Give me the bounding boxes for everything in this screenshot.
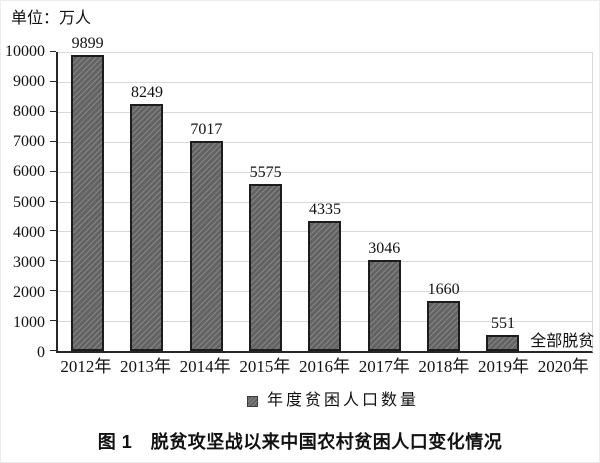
bar-2012年 bbox=[71, 55, 105, 351]
y-tick-mark bbox=[50, 110, 56, 112]
bar-slot-2016年: 4335 bbox=[295, 52, 354, 351]
bar-slot-2014年: 7017 bbox=[177, 52, 236, 351]
gridline bbox=[58, 141, 592, 143]
y-tick-label: 10000 bbox=[5, 43, 45, 60]
bar-slot-2012年: 9899 bbox=[58, 35, 117, 351]
x-tick-label: 2013年 bbox=[120, 357, 171, 376]
x-tick-label: 2014年 bbox=[179, 357, 231, 376]
plot-area: 9899 8249 7017 5575 4335 3046 1660 551 全部脱贫 bbox=[50, 35, 595, 353]
x-tick-label: 2015年 bbox=[239, 357, 291, 376]
legend: 年度贫困人口数量 bbox=[247, 393, 419, 409]
y-tick-mark bbox=[50, 260, 56, 262]
bar-value-label: 1660 bbox=[427, 281, 460, 299]
x-tick-label: 2017年 bbox=[358, 357, 410, 376]
bar-value-label: 9899 bbox=[71, 35, 104, 53]
bar-2013年 bbox=[130, 104, 164, 351]
gridline bbox=[58, 52, 592, 53]
unit-label: 单位：万人 bbox=[11, 10, 92, 27]
y-tick-label: 2000 bbox=[13, 283, 45, 301]
y-tick-label: 7000 bbox=[13, 133, 45, 151]
y-tick-label: 0 bbox=[37, 344, 45, 361]
x-axis-labels: 2012年 2013年 2014年 2015年 2016年 2017年 2018年 2019年… bbox=[56, 357, 593, 377]
y-tick-mark bbox=[50, 230, 56, 232]
y-tick-mark bbox=[50, 290, 56, 292]
bar-value-label: 4335 bbox=[308, 201, 341, 219]
bar-value-label: 3046 bbox=[368, 239, 401, 257]
y-tick-label: 6000 bbox=[13, 163, 45, 181]
bar-2015年 bbox=[249, 184, 283, 351]
bar-value-label: 7017 bbox=[190, 121, 223, 139]
x-tick-label: 2018年 bbox=[418, 357, 470, 376]
bar-slot-2019年: 551 bbox=[473, 52, 532, 351]
gridline bbox=[58, 201, 592, 203]
y-tick-label: 4000 bbox=[13, 223, 45, 241]
bar-slot-2018年: 1660 bbox=[414, 52, 473, 351]
y-tick-mark bbox=[50, 51, 56, 52]
gridline bbox=[58, 171, 592, 173]
y-tick-mark bbox=[50, 80, 56, 82]
bar-slot-2020年: 全部脱贫 bbox=[530, 52, 595, 351]
y-tick-mark bbox=[50, 200, 56, 202]
bar-value-label: 8249 bbox=[130, 84, 163, 102]
gridline bbox=[58, 81, 592, 83]
gridline bbox=[58, 111, 592, 113]
figure-caption: 图 1 脱贫攻坚战以来中国农村贫困人口变化情况 bbox=[97, 432, 503, 452]
y-axis-labels: 0 1000 2000 3000 4000 5000 6000 7000 8000 9000 100… bbox=[1, 44, 45, 361]
y-tick-label: 8000 bbox=[13, 103, 45, 121]
y-tick-mark bbox=[50, 140, 56, 142]
bar-2019年 bbox=[486, 334, 520, 351]
bar-value-label: 5575 bbox=[249, 164, 282, 182]
bar-slot-2015年: 5575 bbox=[236, 52, 295, 351]
y-tick-label: 9000 bbox=[13, 73, 45, 91]
legend-swatch-icon bbox=[247, 395, 258, 407]
y-tick-label: 3000 bbox=[13, 253, 45, 271]
y-tick-label: 5000 bbox=[13, 193, 45, 211]
x-tick-label: 2020年 bbox=[537, 357, 589, 376]
bar-2014年 bbox=[189, 141, 223, 351]
bar-slot-2017年: 3046 bbox=[355, 52, 414, 351]
bar-slot-2013年: 8249 bbox=[117, 52, 176, 351]
bars-row: 9899 8249 7017 5575 4335 3046 1660 551 全部脱贫 bbox=[58, 35, 595, 351]
y-tick-label: 1000 bbox=[13, 313, 45, 331]
bar-2016年 bbox=[308, 221, 342, 351]
x-tick-label: 2016年 bbox=[299, 357, 351, 376]
bar-2018年 bbox=[427, 301, 461, 351]
annotation-all-lifted-out-of-poverty: 全部脱贫 bbox=[530, 333, 595, 350]
x-tick-label: 2012年 bbox=[60, 357, 112, 376]
x-tick-label: 2019年 bbox=[478, 357, 530, 376]
y-tick-mark bbox=[50, 170, 56, 172]
y-tick-mark bbox=[50, 350, 56, 351]
legend-label: 年度贫困人口数量 bbox=[267, 392, 420, 409]
bar-value-label: 551 bbox=[490, 314, 515, 332]
y-tick-mark bbox=[50, 320, 56, 322]
bar-2017年 bbox=[367, 259, 401, 351]
